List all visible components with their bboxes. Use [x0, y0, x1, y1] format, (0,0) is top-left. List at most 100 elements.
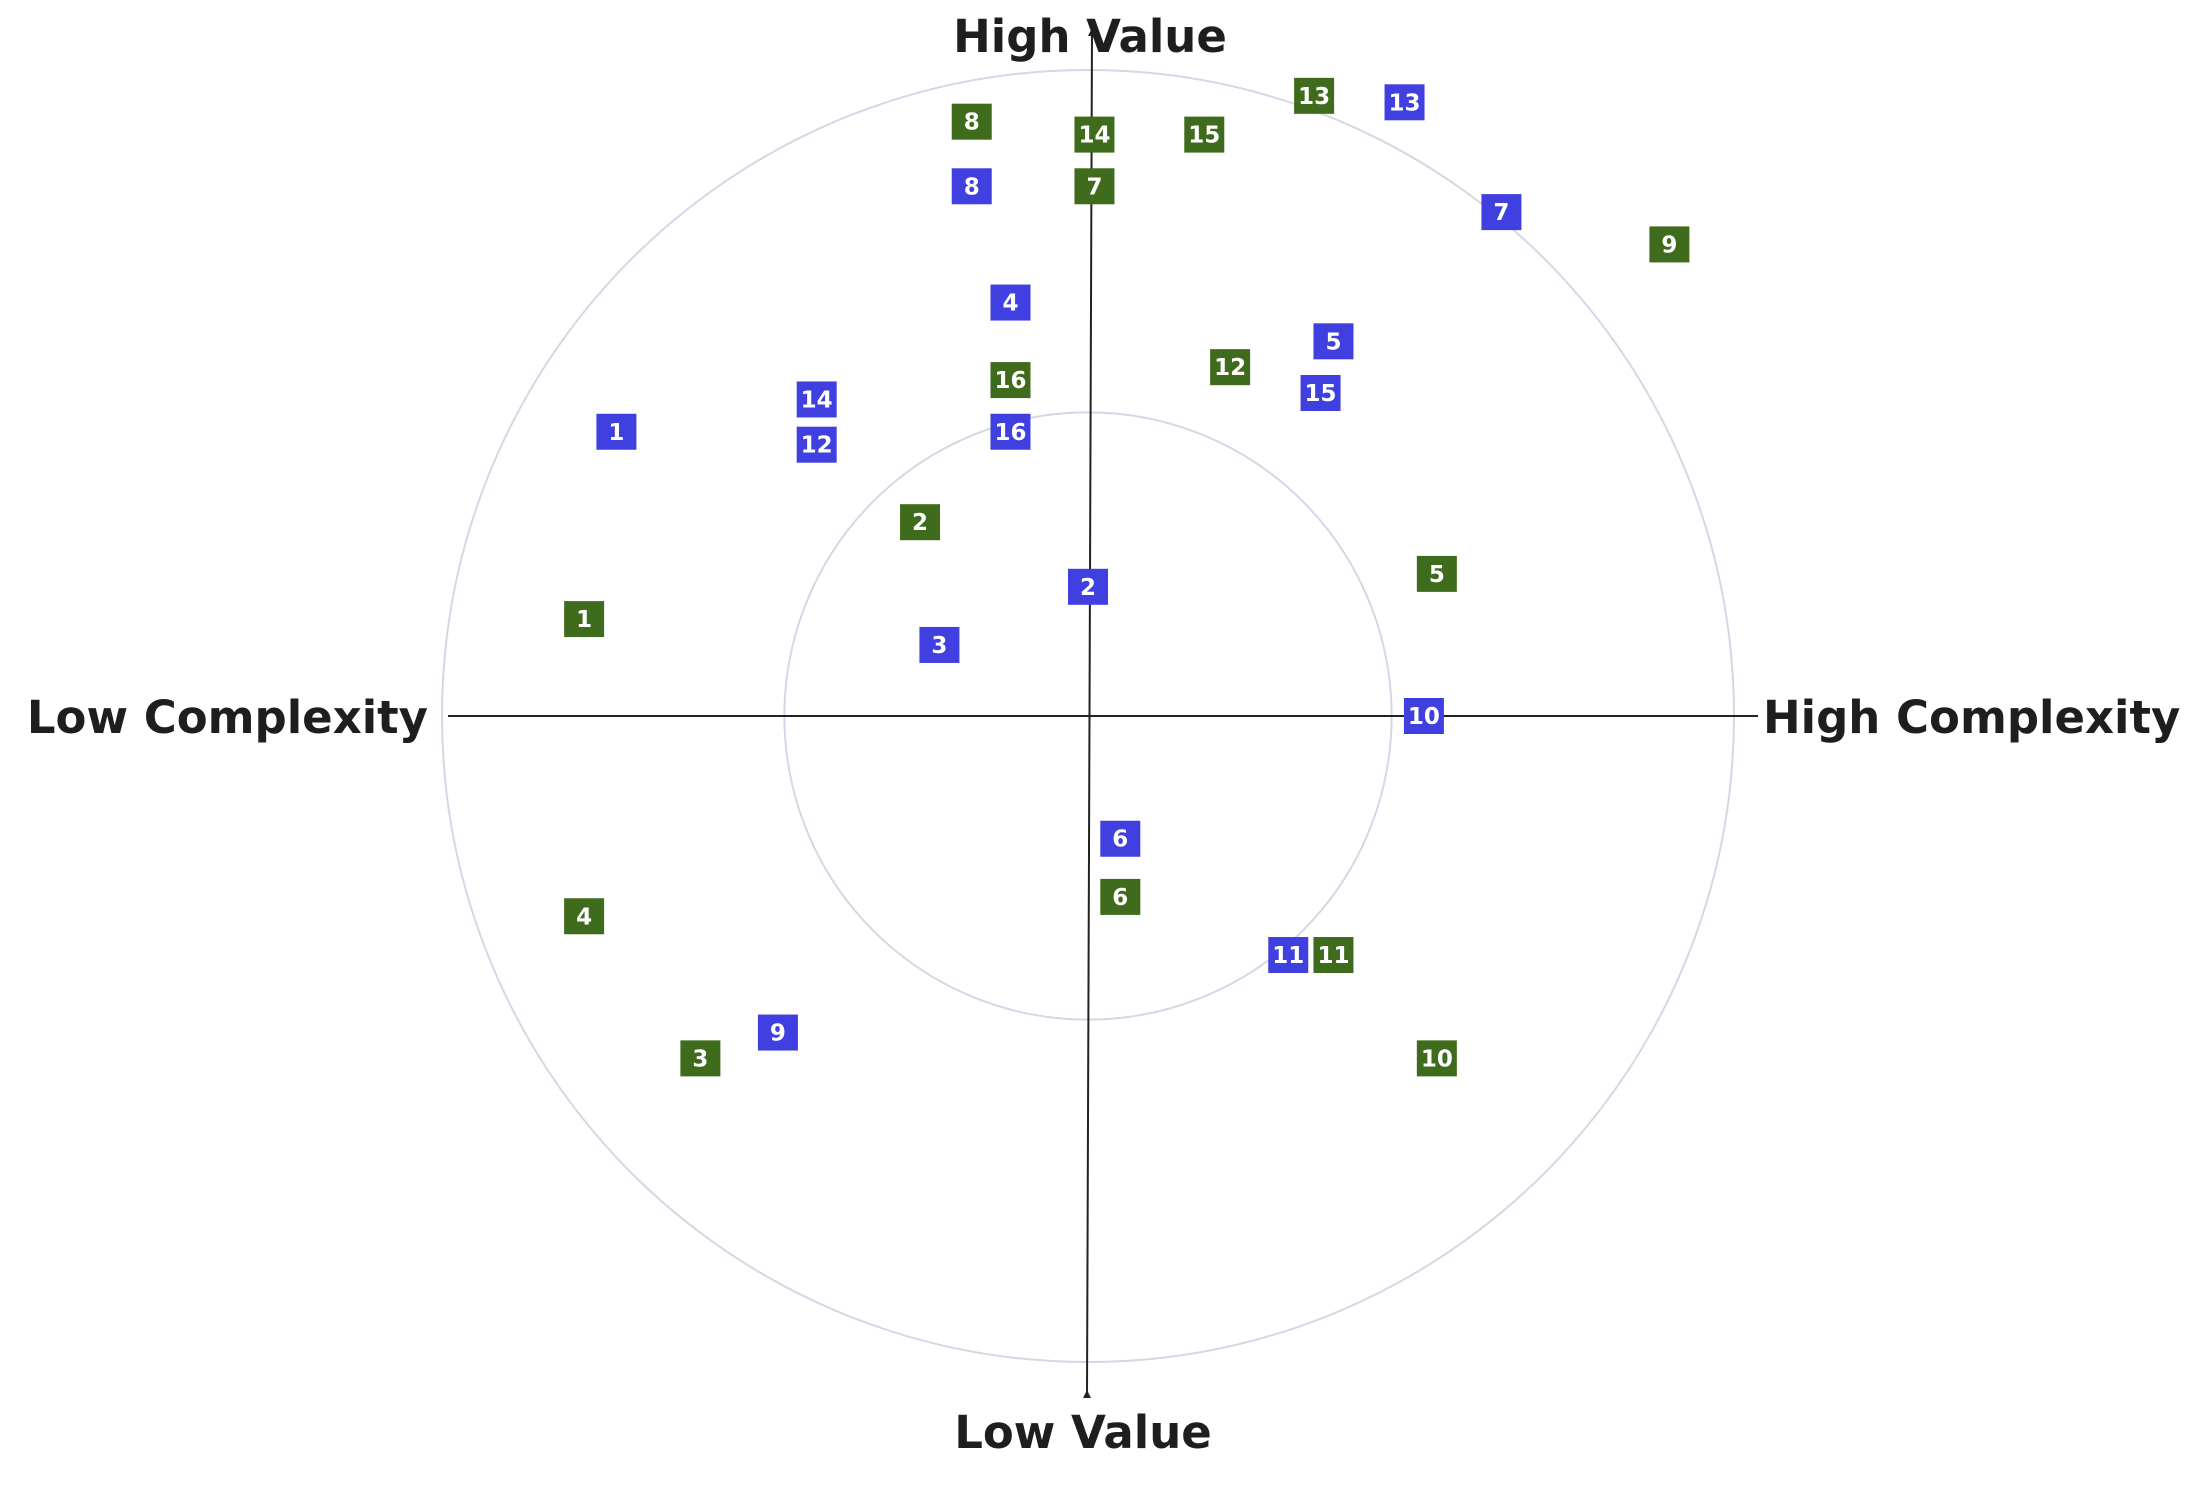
data-point-box — [900, 504, 941, 541]
data-point-marker: 3 — [919, 626, 960, 663]
data-point-marker: 5 — [1416, 555, 1457, 592]
data-point-marker: 13 — [1294, 77, 1335, 114]
data-point-label: 1 — [576, 607, 592, 633]
data-point-label: 13 — [1389, 90, 1421, 116]
data-point-label: 10 — [1421, 1046, 1453, 1072]
data-point-box — [1313, 323, 1354, 360]
axes-layer — [448, 28, 1758, 1399]
data-point-marker: 12 — [1210, 349, 1251, 386]
data-point-marker: 1 — [596, 413, 637, 450]
data-point-label: 6 — [1112, 827, 1128, 853]
data-point-box — [951, 103, 992, 140]
data-point-marker: 14 — [1074, 116, 1115, 153]
data-point-box — [951, 168, 992, 205]
data-point-marker: 14 — [796, 381, 837, 418]
data-point-box — [680, 1040, 721, 1077]
axis-title-top: High Value — [953, 10, 1227, 63]
data-point-box — [757, 1014, 798, 1051]
data-point-label: 5 — [1325, 329, 1341, 355]
data-point-box — [796, 381, 837, 418]
data-point-box — [1074, 116, 1115, 153]
data-point-box — [564, 898, 605, 935]
data-point-marker: 1 — [564, 601, 605, 638]
data-point-marker: 16 — [990, 362, 1031, 399]
data-point-label: 9 — [1661, 232, 1677, 258]
data-point-box — [990, 362, 1031, 399]
data-point-marker: 10 — [1403, 698, 1444, 734]
data-point-marker: 9 — [757, 1014, 798, 1051]
data-point-label: 16 — [994, 420, 1026, 446]
data-point-label: 7 — [1493, 200, 1509, 226]
data-point-box — [796, 426, 837, 463]
data-point-label: 4 — [576, 904, 592, 930]
data-point-marker: 10 — [1416, 1040, 1457, 1077]
data-point-box — [990, 284, 1031, 321]
data-point-box — [1294, 77, 1335, 114]
data-point-marker: 11 — [1313, 937, 1354, 974]
data-point-box — [1184, 116, 1225, 153]
data-point-label: 15 — [1188, 123, 1220, 149]
data-point-box — [1403, 698, 1444, 734]
data-point-marker: 9 — [1649, 226, 1690, 263]
data-point-label: 11 — [1317, 943, 1349, 969]
axis-title-right: High Complexity — [1763, 691, 2180, 744]
data-point-box — [1384, 84, 1425, 121]
data-point-label: 12 — [1214, 355, 1246, 381]
data-point-label: 14 — [801, 387, 833, 413]
data-point-marker: 2 — [900, 504, 941, 541]
data-point-marker: 4 — [990, 284, 1031, 321]
data-point-label: 8 — [964, 110, 980, 136]
axis-title-left: Low Complexity — [27, 691, 428, 744]
data-point-marker: 11 — [1268, 937, 1309, 974]
data-point-label: 16 — [994, 368, 1026, 394]
data-point-box — [1068, 568, 1108, 605]
data-point-box — [1300, 375, 1341, 411]
data-point-box — [1100, 878, 1141, 915]
data-point-marker: 4 — [564, 898, 605, 935]
data-point-box — [564, 601, 605, 638]
data-point-marker: 13 — [1384, 84, 1425, 121]
data-point-label: 15 — [1305, 381, 1337, 407]
data-point-label: 1 — [608, 420, 624, 446]
data-point-label: 2 — [1080, 575, 1096, 601]
data-point-box — [919, 626, 960, 663]
data-point-label: 12 — [801, 433, 833, 459]
data-point-box — [990, 413, 1031, 450]
data-point-marker: 8 — [951, 168, 992, 205]
data-point-label: 3 — [692, 1046, 708, 1072]
data-point-label: 7 — [1086, 174, 1102, 200]
data-point-marker: 6 — [1100, 820, 1141, 857]
data-point-marker: 7 — [1481, 194, 1522, 231]
data-point-marker: 5 — [1313, 323, 1354, 360]
data-point-label: 11 — [1272, 943, 1304, 969]
data-point-box — [1416, 555, 1457, 592]
axis-title-bottom: Low Value — [954, 1406, 1212, 1459]
vertical-axis-line — [1082, 28, 1096, 1399]
data-point-marker: 6 — [1100, 878, 1141, 915]
data-point-box — [1649, 226, 1690, 263]
data-point-label: 6 — [1112, 885, 1128, 911]
data-point-label: 8 — [964, 174, 980, 200]
data-point-box — [1074, 168, 1115, 205]
data-point-marker: 16 — [990, 413, 1031, 450]
data-point-box — [1416, 1040, 1457, 1077]
data-point-marker: 2 — [1068, 568, 1108, 605]
data-point-marker: 8 — [951, 103, 992, 140]
data-point-label: 14 — [1078, 123, 1110, 149]
data-point-label: 9 — [770, 1021, 786, 1047]
data-point-box — [1100, 820, 1141, 857]
data-point-box — [1210, 349, 1251, 386]
data-point-marker: 12 — [796, 426, 837, 463]
data-point-marker: 15 — [1300, 375, 1341, 411]
data-point-label: 4 — [1002, 291, 1018, 317]
data-point-box — [1481, 194, 1522, 231]
data-point-box — [596, 413, 637, 450]
data-point-label: 10 — [1408, 704, 1440, 730]
data-point-label: 3 — [931, 633, 947, 659]
data-point-box — [1313, 937, 1354, 974]
data-point-label: 5 — [1429, 562, 1445, 588]
data-point-label: 2 — [912, 510, 928, 536]
data-point-label: 13 — [1298, 84, 1330, 110]
